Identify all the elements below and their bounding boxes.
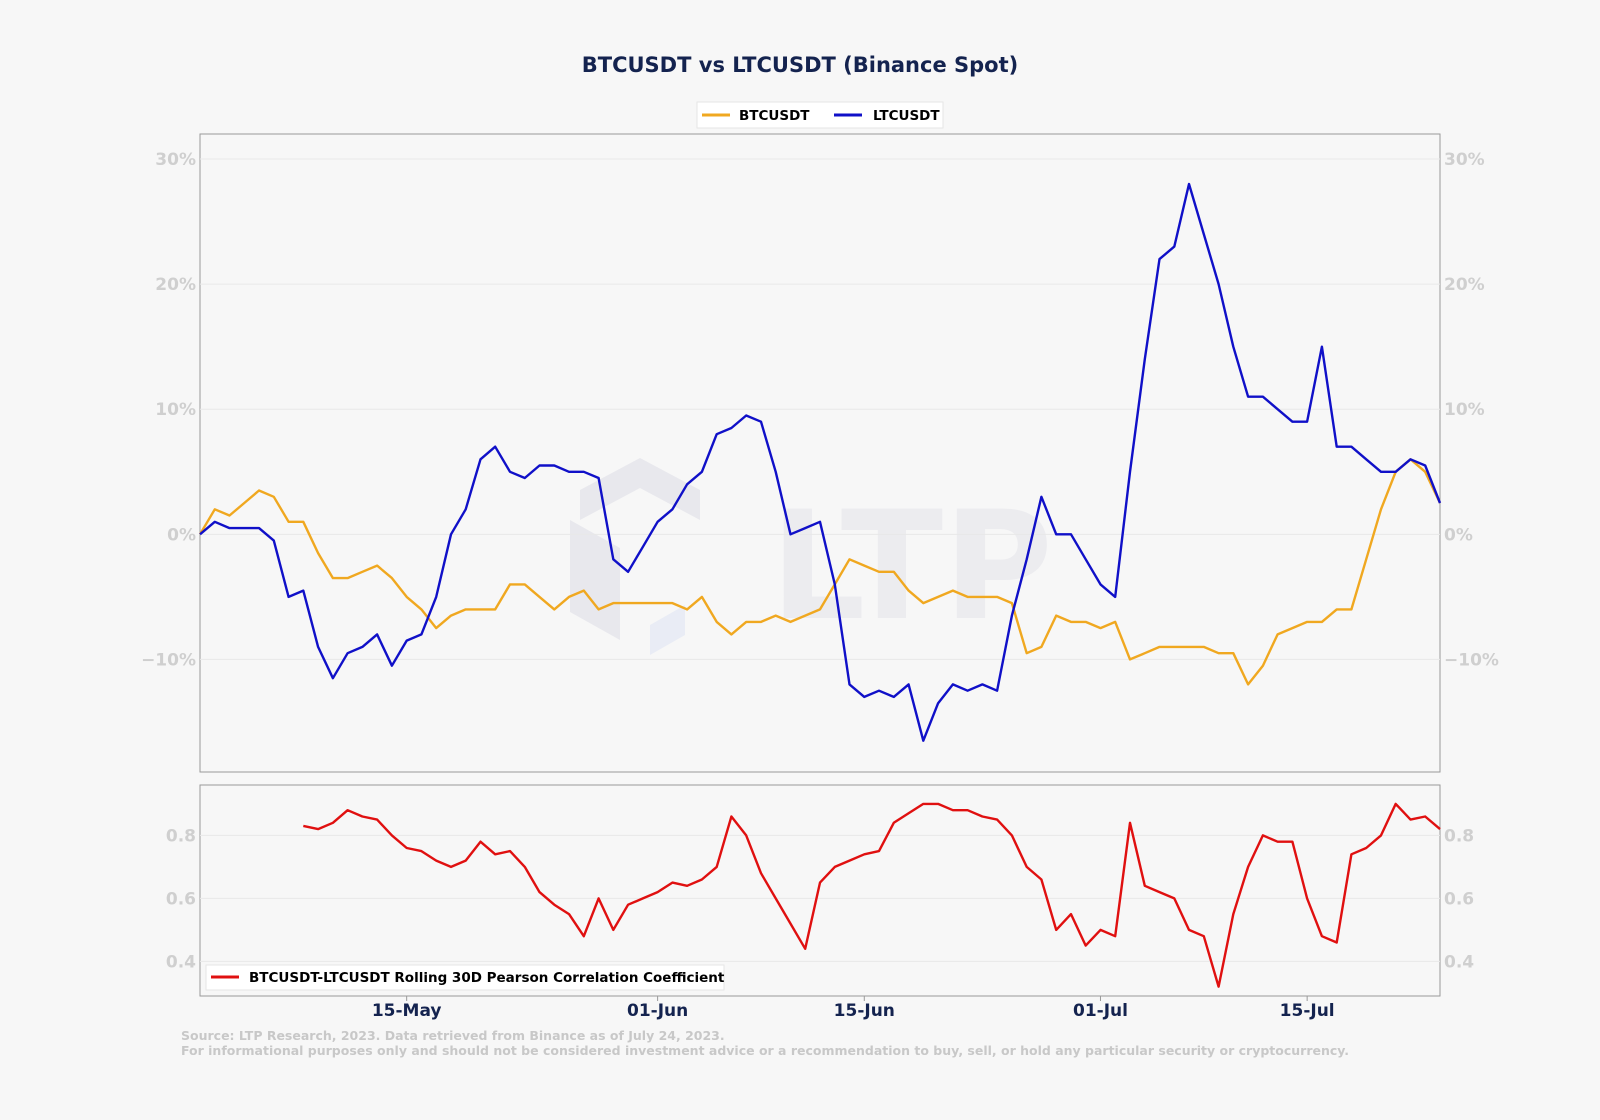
correlation-panel: 0.4 0.6 0.8 0.4 0.6 0.8 BTCUSDT-LTCUSDT Roll…: [166, 784, 1474, 997]
x-axis-ticks: 15-May 01-Jun 15-Jun 01-Jul 15-Jul: [372, 996, 1335, 1021]
y-tick-label-right: 20%: [1444, 275, 1485, 295]
source-note: Source: LTP Research, 2023. Data retriev…: [181, 1028, 725, 1043]
bottom-plot-frame: [199, 784, 1441, 997]
series-line-ltcusdt: [199, 182, 1442, 742]
top-y-ticks-right: −10% 0% 10% 20% 30%: [1444, 150, 1499, 670]
bottom-legend-box: [205, 964, 725, 991]
watermark-text: LTP: [770, 480, 1053, 654]
x-tick-label: 15-Jun: [834, 1001, 895, 1021]
y-tick-label-right: 0%: [1444, 525, 1473, 545]
legend-correlation-label: BTCUSDT-LTCUSDT Rolling 30D Pearson Corr…: [249, 970, 725, 986]
disclaimer-note: For informational purposes only and shou…: [181, 1043, 1349, 1058]
legend-ltcusdt-label: LTCUSDT: [873, 108, 940, 124]
bottom-gridlines: [200, 834, 1440, 962]
legend-btcusdt-label: BTCUSDT: [739, 108, 810, 124]
top-legend-box: [696, 101, 944, 129]
series-line-btcusdt: [198, 458, 1442, 686]
bottom-series-lines: [303, 802, 1441, 988]
y-tick-label-right: 10%: [1444, 400, 1485, 420]
top-series-lines: [198, 182, 1442, 742]
x-tick-label: 01-Jun: [627, 1001, 688, 1021]
series-line-btcusdt-ltcusdt-rolling-30d-pearson-correlation-coefficient: [303, 802, 1441, 988]
top-y-ticks-left: −10% 0% 10% 20% 30%: [141, 150, 196, 670]
x-tick-label: 01-Jul: [1073, 1001, 1128, 1021]
y-tick-label-right: 0.8: [1444, 826, 1474, 846]
ltp-watermark-logo: LTP: [570, 458, 1053, 655]
bottom-legend: BTCUSDT-LTCUSDT Rolling 30D Pearson Corr…: [205, 964, 725, 991]
y-tick-label-left: −10%: [141, 650, 196, 670]
y-tick-label-left: 0%: [167, 525, 196, 545]
y-tick-label-right: 0.4: [1444, 952, 1474, 972]
bottom-y-ticks-left: 0.4 0.6 0.8: [166, 826, 196, 972]
x-tick-label: 15-Jul: [1280, 1001, 1335, 1021]
price-change-panel: −10% 0% 10% 20% 30% −10% 0% 10% 20% 30%: [141, 133, 1499, 773]
y-tick-label-left: 0.8: [166, 826, 196, 846]
bottom-y-ticks-right: 0.4 0.6 0.8: [1444, 826, 1474, 972]
x-tick-label: 15-May: [372, 1001, 442, 1021]
top-gridlines: [200, 158, 1440, 660]
y-tick-label-left: 30%: [155, 150, 196, 170]
y-tick-label-right: 30%: [1444, 150, 1485, 170]
chart-title: BTCUSDT vs LTCUSDT (Binance Spot): [582, 53, 1018, 77]
y-tick-label-left: 0.6: [166, 889, 196, 909]
y-tick-label-left: 20%: [155, 275, 196, 295]
y-tick-label-right: −10%: [1444, 650, 1499, 670]
y-tick-label-right: 0.6: [1444, 889, 1474, 909]
y-tick-label-left: 0.4: [166, 952, 196, 972]
y-tick-label-left: 10%: [155, 400, 196, 420]
top-plot-frame: [199, 133, 1441, 773]
top-legend: BTCUSDT LTCUSDT: [696, 101, 944, 129]
